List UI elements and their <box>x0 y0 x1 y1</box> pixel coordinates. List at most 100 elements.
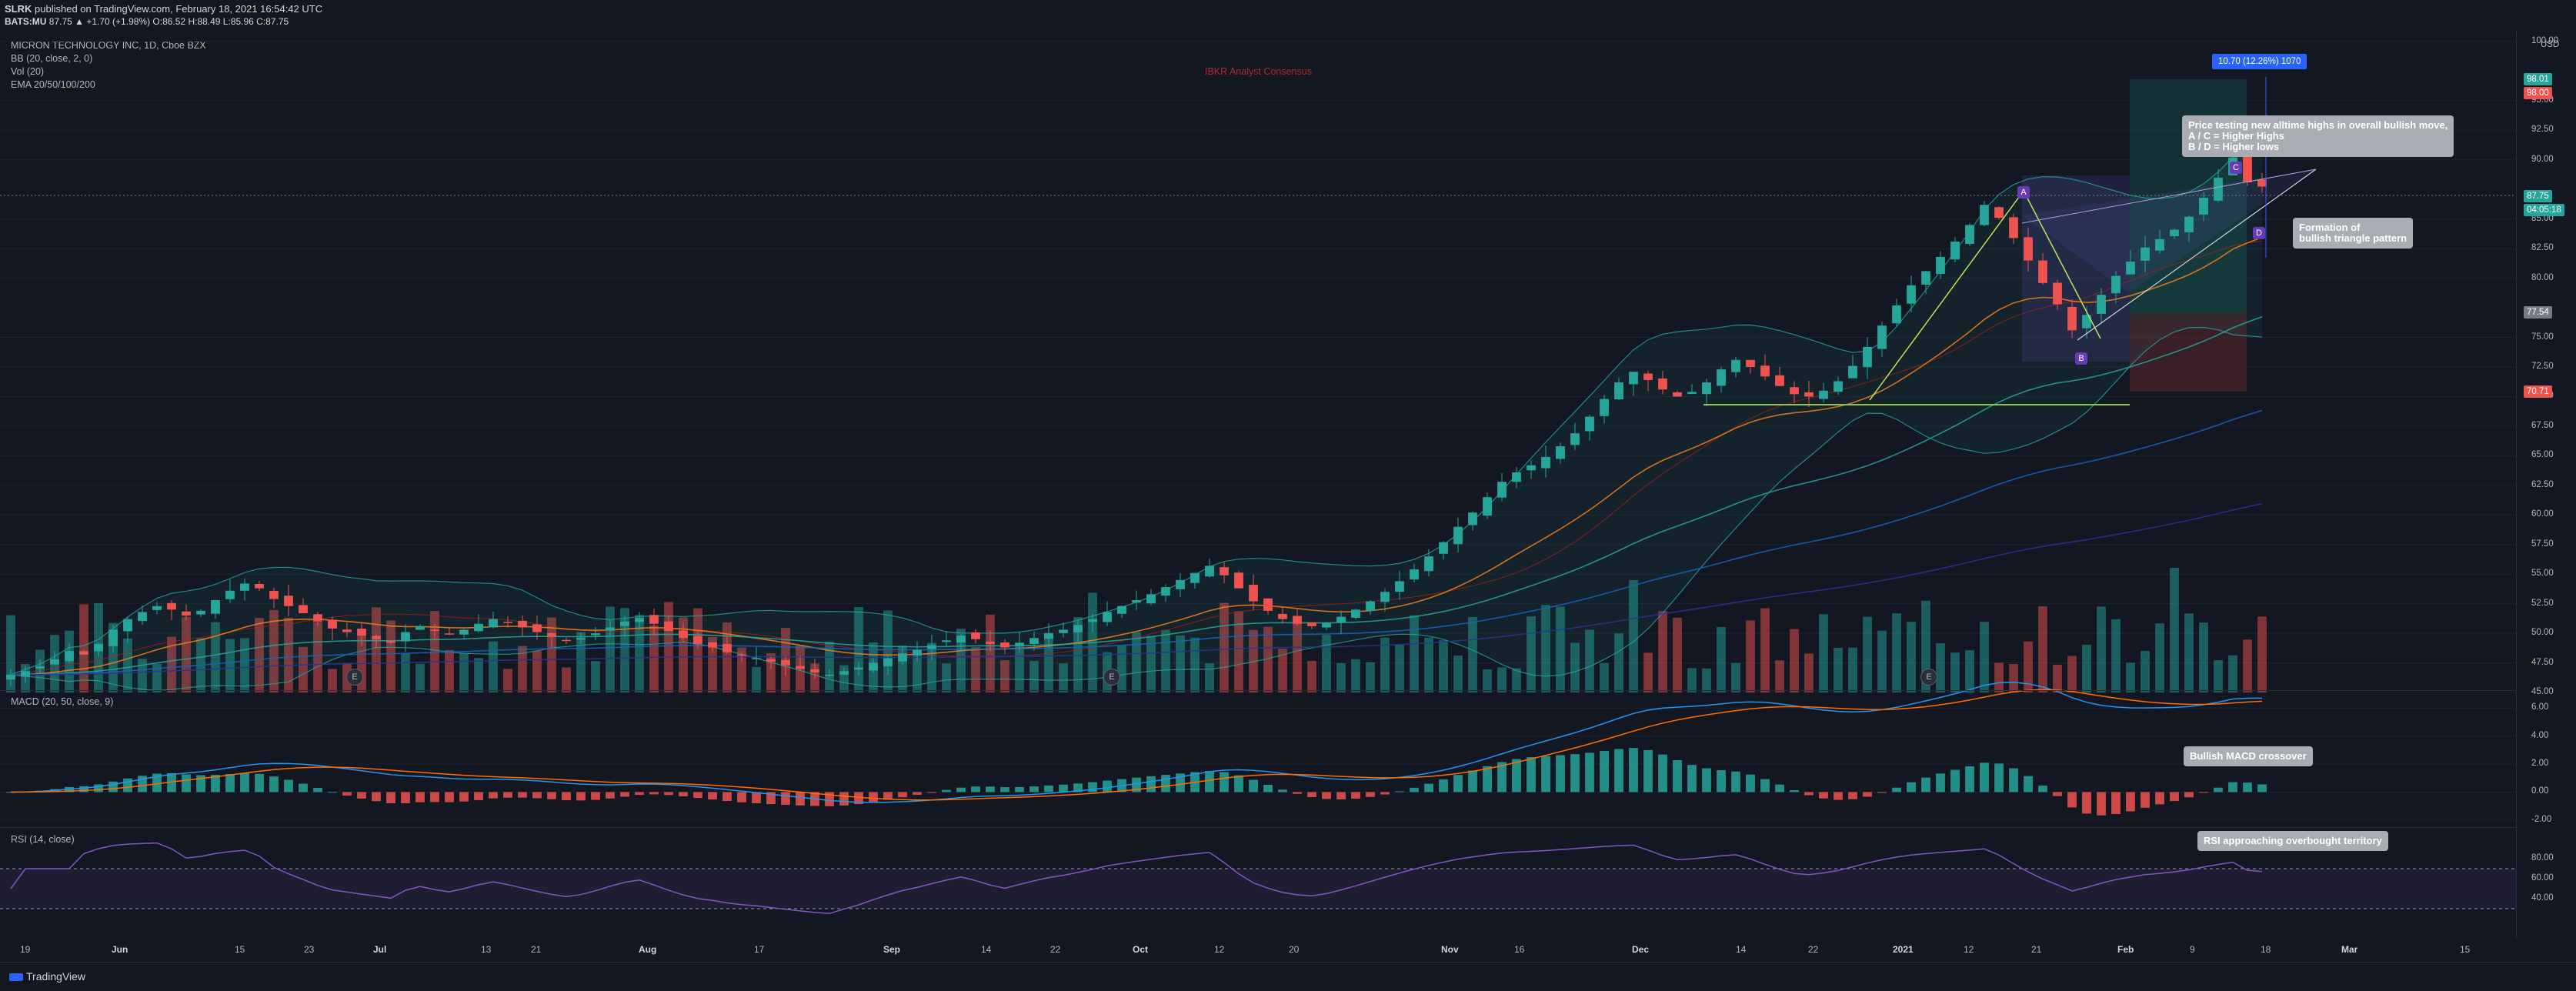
candle-body <box>1950 241 1960 260</box>
candle-body <box>152 606 162 610</box>
instrument-legend[interactable]: MICRON TECHNOLOGY INC, 1D, Cboe BZX <box>11 40 206 51</box>
volume-bar <box>2053 665 2062 692</box>
triangle-lower <box>2077 169 2317 341</box>
macd-hist-bar <box>1000 787 1009 792</box>
volume-bar <box>1497 667 1507 692</box>
candle-body <box>2009 217 2018 239</box>
candle-body <box>1293 616 1302 624</box>
candle-body <box>445 633 454 635</box>
candle-body <box>1366 601 1375 611</box>
macd-hist-bar <box>883 792 893 800</box>
candle-body <box>869 662 878 671</box>
rsi-title[interactable]: RSI (14, close) <box>11 834 75 845</box>
volume-bar <box>2243 639 2252 692</box>
point-d-marker[interactable]: D <box>2253 227 2265 239</box>
volume-bar <box>225 639 235 692</box>
candle-body <box>2111 275 2121 294</box>
point-a-marker[interactable]: A <box>2017 186 2030 199</box>
earnings-marker-3[interactable]: E <box>1920 669 1937 686</box>
macd-hist-bar <box>1088 782 1097 792</box>
time-tick: Feb <box>2117 944 2134 955</box>
macd-hist-bar <box>1263 784 1273 792</box>
volume-bar <box>606 606 615 692</box>
macd-hist-bar <box>1512 759 1521 792</box>
macd-tick: -2.00 <box>2531 814 2552 824</box>
earnings-marker-2[interactable]: E <box>1103 669 1120 686</box>
price-tick: 45.00 <box>2531 687 2554 696</box>
candle-body <box>196 610 205 615</box>
callout-macd[interactable]: Bullish MACD crossover <box>2184 746 2313 766</box>
macd-hist-bar <box>2038 786 2047 792</box>
macd-hist-bar <box>1965 766 1974 792</box>
macd-hist-bar <box>796 792 805 806</box>
bb-legend[interactable]: BB (20, close, 2, 0) <box>11 53 93 64</box>
time-tick: 16 <box>1514 944 1525 955</box>
volume-bar <box>1249 629 1258 692</box>
time-tick: 23 <box>304 944 315 955</box>
time-tick: 20 <box>1289 944 1300 955</box>
loss-price-label: 70.71 <box>2524 385 2552 398</box>
macd-title[interactable]: MACD (20, 50, close, 9) <box>11 696 114 707</box>
candle-body <box>357 629 366 636</box>
volume-bar <box>576 632 586 692</box>
volume-bar <box>503 669 512 692</box>
candle-body <box>956 636 966 642</box>
ema-legend[interactable]: EMA 20/50/100/200 <box>11 79 95 90</box>
macd-hist-bar <box>766 792 776 805</box>
price-tick: 100.00 <box>2531 36 2559 45</box>
last-price-label: 87.75 <box>2524 190 2552 202</box>
volume-bar <box>956 629 966 692</box>
macd-hist-bar <box>1921 777 1930 792</box>
point-b-marker[interactable]: B <box>2075 352 2087 365</box>
candle-body <box>1965 225 1974 245</box>
volume-bar <box>2126 662 2135 692</box>
callout-triangle-line-1: Formation of <box>2299 222 2361 233</box>
candle-body <box>50 659 59 665</box>
price-tick: 60.00 <box>2531 509 2554 519</box>
macd-hist-bar <box>152 773 162 792</box>
volume-bar <box>152 663 162 692</box>
tradingview-brand[interactable]: TradingView <box>9 970 85 983</box>
volume-bar <box>1965 650 1974 692</box>
candle-body <box>94 643 103 652</box>
macd-hist-bar <box>1044 785 1053 792</box>
point-c-marker[interactable]: C <box>2230 162 2242 174</box>
macd-hist-bar <box>737 792 746 802</box>
candle-body <box>1863 346 1872 368</box>
price-chart[interactable] <box>0 31 2576 962</box>
macd-hist-bar <box>1775 784 1784 792</box>
callout-triangle[interactable]: Formation of bullish triangle pattern <box>2293 218 2414 249</box>
macd-hist-bar <box>1410 787 1419 792</box>
candle-body <box>1541 456 1550 469</box>
volume-bar <box>737 647 746 692</box>
macd-hist-bar <box>1205 771 1214 792</box>
macd-hist-bar <box>1614 749 1623 792</box>
callout-higher-highs[interactable]: Price testing new alltime highs in overa… <box>2182 115 2454 157</box>
earnings-marker-1[interactable]: E <box>346 669 363 686</box>
volume-bar <box>1161 629 1170 692</box>
macd-hist-bar <box>839 792 849 806</box>
macd-hist-bar <box>1424 783 1433 792</box>
footer: TradingView <box>0 962 2576 991</box>
chart-header: SLRK published on TradingView.com, Febru… <box>0 0 2576 29</box>
candle-body <box>1073 625 1083 632</box>
macd-hist-bar <box>547 792 556 799</box>
macd-hist-bar <box>1322 792 1331 799</box>
candle-body <box>255 584 264 589</box>
bb-lower <box>10 326 2263 692</box>
candle-body <box>1658 378 1667 390</box>
range-measure-label[interactable]: 10.70 (12.26%) 1070 <box>2212 54 2307 69</box>
volume-bar <box>1000 660 1009 692</box>
currency-label: USD <box>2541 40 2560 49</box>
volume-bar <box>167 636 176 692</box>
trend-line-ab <box>2023 190 2101 339</box>
macd-hist-bar <box>2067 792 2077 808</box>
callout-line-3: B / D = Higher lows <box>2188 141 2280 152</box>
macd-hist-bar <box>1556 755 1565 792</box>
macd-hist-bar <box>138 776 147 792</box>
candle-body <box>1790 387 1799 395</box>
volume-bar <box>313 622 322 692</box>
macd-hist-bar <box>2257 784 2267 792</box>
callout-rsi[interactable]: RSI approaching overbought territory <box>2197 831 2388 851</box>
vol-legend[interactable]: Vol (20) <box>11 66 45 77</box>
